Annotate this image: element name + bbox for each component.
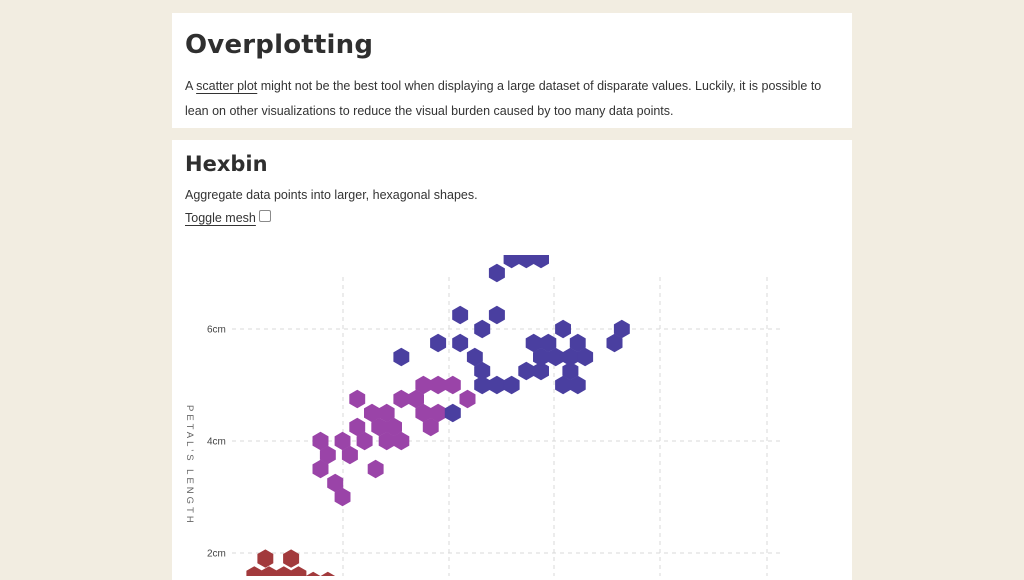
- hexbin-cell: [488, 305, 505, 325]
- hexbin-cell: [334, 487, 351, 507]
- hexbin-cell: [518, 255, 535, 269]
- hexbin-cell: [430, 375, 447, 395]
- scatter-plot-link[interactable]: scatter plot: [196, 79, 258, 93]
- hexbin-cell: [474, 375, 491, 395]
- overplotting-description: A scatter plot might not be the best too…: [185, 74, 845, 124]
- hexbin-cell: [503, 375, 520, 395]
- hexbin-cell: [555, 375, 571, 395]
- hexbin-cell: [415, 403, 432, 423]
- hexbin-cell: [488, 263, 505, 283]
- hexbin-cell: [577, 347, 594, 367]
- chart-grid: [232, 277, 784, 576]
- hexbin-cell: [459, 389, 476, 409]
- hexbin-cell: [606, 333, 623, 353]
- toggle-mesh-row: Toggle mesh: [185, 209, 852, 225]
- hexbin-cell: [327, 473, 344, 493]
- hexbin-cell: [540, 333, 557, 353]
- hexbin-cell: [488, 375, 505, 395]
- hexbin-cell: [349, 417, 366, 437]
- hexbin-cell: [555, 319, 571, 339]
- hexbin-cell: [290, 566, 307, 576]
- hexbin-cell: [378, 431, 395, 451]
- hexbin-chart: 6cm 4cm 2cm PETAL'S LENGTH: [184, 255, 784, 576]
- hexbin-cell: [378, 403, 395, 423]
- hexbin-cell: [371, 417, 388, 437]
- hexbin-cell: [533, 347, 549, 367]
- hexbin-cell: [275, 566, 292, 576]
- hexbin-cell: [569, 375, 586, 395]
- toggle-mesh-link[interactable]: Toggle mesh: [185, 211, 256, 225]
- hexbin-cell: [547, 347, 564, 367]
- hexbin-cell: [408, 389, 424, 409]
- hexbin-cell: [444, 375, 461, 395]
- hexbin-cell: [334, 431, 351, 451]
- hexbin-title: Hexbin: [185, 152, 268, 176]
- hexbin-cell: [319, 445, 336, 465]
- hexbin-cell: [367, 459, 384, 479]
- hexbin-card: Hexbin Aggregate data points into larger…: [172, 140, 852, 580]
- hexbin-cell: [474, 319, 491, 339]
- toggle-mesh-checkbox[interactable]: [258, 209, 271, 222]
- hexbin-cell: [562, 347, 579, 367]
- hexbin-cell: [444, 403, 461, 423]
- overplotting-title: Overplotting: [185, 30, 374, 60]
- hexbin-cell: [312, 459, 329, 479]
- hexbin-cell: [613, 319, 630, 339]
- y-axis-ticks: 6cm 4cm 2cm: [207, 325, 226, 560]
- hexbin-cell: [562, 361, 579, 381]
- description-prefix: A: [185, 79, 197, 93]
- hexbin-cell: [386, 417, 402, 437]
- hexbin-cell: [341, 445, 358, 465]
- hexbin-cell: [430, 403, 447, 423]
- hexbin-cell: [422, 417, 439, 437]
- hexbin-cell: [466, 347, 483, 367]
- hexbin-cell: [533, 361, 549, 381]
- hexbin-cell: [349, 389, 366, 409]
- hexbin-cell: [356, 431, 373, 451]
- overplotting-card: Overplotting A scatter plot might not be…: [172, 13, 852, 128]
- y-axis-title: PETAL'S LENGTH: [184, 405, 195, 526]
- hexbin-cell: [474, 361, 491, 381]
- y-tick-label: 6cm: [207, 325, 226, 336]
- hexbin-cell: [257, 549, 274, 568]
- hexbin-cell: [503, 255, 520, 269]
- y-tick-label: 2cm: [207, 549, 226, 560]
- hexbin-cell: [452, 305, 469, 325]
- hexbin-cell: [430, 333, 447, 353]
- description-suffix: might not be the best tool when displayi…: [185, 79, 822, 118]
- hexbin-cell: [283, 549, 300, 568]
- hexbin-cell: [320, 571, 336, 576]
- y-tick-label: 4cm: [207, 437, 226, 448]
- hexbin-cell: [525, 333, 542, 353]
- hexbin-cells: [246, 255, 630, 576]
- hexbin-cell: [533, 255, 549, 269]
- hexbin-cell: [518, 361, 535, 381]
- hexbin-cell: [415, 375, 432, 395]
- hexbin-description: Aggregate data points into larger, hexag…: [185, 188, 478, 202]
- hexbin-cell: [569, 333, 586, 353]
- hexbin-cell: [261, 566, 277, 576]
- hexbin-cell: [393, 431, 410, 451]
- hexbin-cell: [452, 333, 469, 353]
- hexbin-cell: [312, 431, 329, 451]
- hexbin-cell: [246, 566, 263, 576]
- hexbin-cell: [393, 389, 410, 409]
- hexbin-cell: [393, 347, 410, 367]
- hexbin-cell: [305, 571, 321, 576]
- hexbin-cell: [364, 403, 380, 423]
